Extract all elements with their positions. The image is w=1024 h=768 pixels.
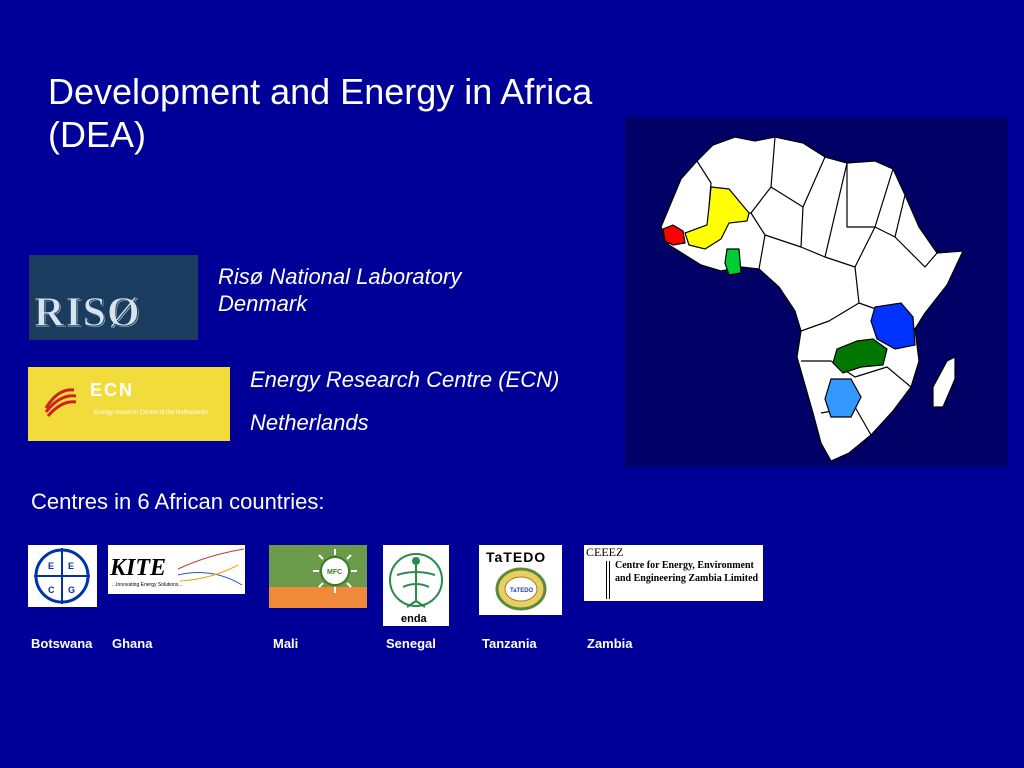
partner-ecn-country: Netherlands [250,410,369,435]
map-zambia [832,338,888,374]
mali-logo: MFC [269,545,367,608]
map-botswana [824,378,862,418]
enda-figure-icon: enda [389,553,443,625]
eecg-letter-4: G [68,585,75,595]
riso-logo: RISØ [29,255,198,340]
map-ghana [724,248,742,276]
senegal-logo: enda [383,545,449,626]
centre-label-botswana: Botswana [31,636,93,651]
centre-label-zambia: Zambia [587,636,633,651]
eecg-letter-3: C [48,585,55,595]
kite-lines-icon [177,548,245,586]
centre-label-senegal: Senegal [386,636,436,651]
slide-title: Development and Energy in Africa (DEA) [48,71,593,155]
centres-heading: Centres in 6 African countries: [31,489,325,514]
africa-map [625,117,1008,467]
tatedo-emblem-text: TaTEDO [510,588,534,594]
ecn-logo: ECN Energy research Centre of the Nether… [28,367,230,441]
map-madagascar [932,356,956,408]
ghana-logo: KITE ...Innovating Energy Solutions... [108,545,245,594]
partner-riso-name: Risø National Laboratory [218,264,462,289]
centre-label-mali: Mali [273,636,299,651]
map-tanzania [870,302,916,350]
centre-label-ghana: Ghana [112,636,153,651]
eecg-letter-2: E [68,561,74,571]
ecn-logo-text: ECN [90,380,135,400]
partner-riso: Risø National Laboratory Denmark [218,263,461,317]
riso-logo-text: RISØ [34,290,141,337]
tanzania-logo: TaTEDO TaTEDO [479,545,562,615]
centre-label-tanzania: Tanzania [482,636,537,651]
kite-logo-text: KITE [110,555,167,581]
mfc-sun-icon: MFC [313,549,357,593]
eecg-emblem-icon: E E C G [34,548,90,604]
africa-map-svg [660,136,964,462]
eecg-letter-1: E [48,561,54,571]
kite-logo-subtext: ...Innovating Energy Solutions... [112,582,183,588]
partner-riso-country: Denmark [218,291,308,316]
ceeez-logo-text: CEEEZ [586,545,624,559]
mfc-logo-text: MFC [327,569,342,576]
botswana-logo: E E C G [28,545,97,607]
ecn-logo-subtext: Energy research Centre of the Netherland… [94,410,209,416]
tatedo-emblem-icon: TaTEDO [495,567,547,611]
enda-logo-text: enda [401,613,428,625]
partner-ecn-name: Energy Research Centre (ECN) [250,367,560,392]
map-mali [684,186,750,250]
ceeez-logo-subtext: Centre for Energy, Environment and Engin… [615,560,759,584]
zambia-logo: CEEEZ Centre for Energy, Environment and… [584,545,763,601]
map-senegal [662,224,686,246]
ecn-emblem-icon [44,388,77,417]
tatedo-logo-text: TaTEDO [486,549,547,565]
